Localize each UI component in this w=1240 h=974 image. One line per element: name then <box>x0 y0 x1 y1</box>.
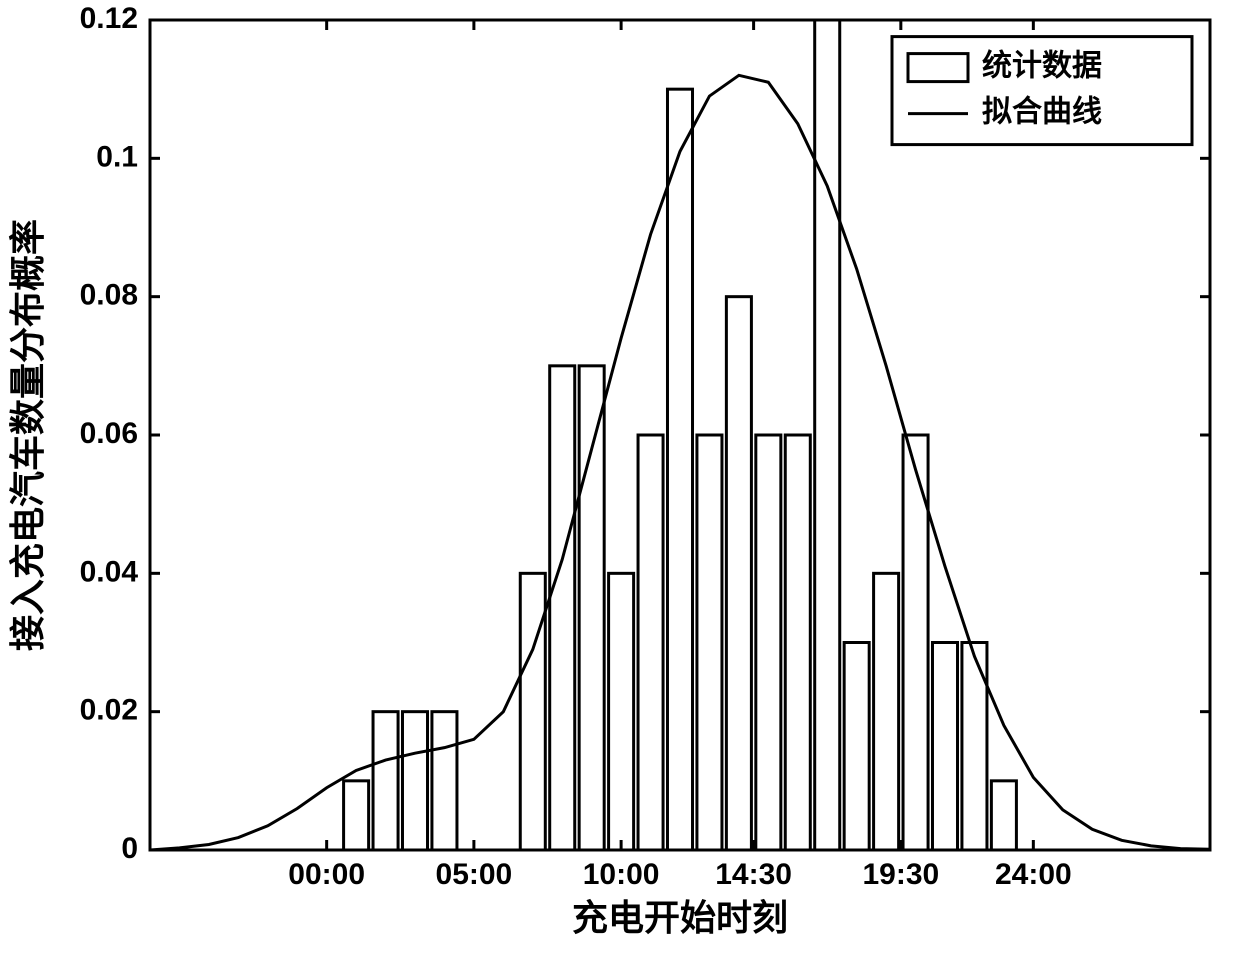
legend-label: 拟合曲线 <box>982 95 1102 129</box>
bar <box>609 573 634 850</box>
xtick-label: 00:00 <box>288 858 365 891</box>
bar <box>402 712 427 850</box>
legend-swatch-box <box>908 54 968 82</box>
bar <box>373 712 398 850</box>
bar <box>520 573 545 850</box>
xtick-label: 10:00 <box>583 858 660 891</box>
bar <box>726 297 751 850</box>
bar <box>991 781 1016 850</box>
xtick-label: 24:00 <box>995 858 1072 891</box>
ytick-label: 0.04 <box>80 555 139 588</box>
ytick-label: 0.06 <box>80 417 138 450</box>
ytick-label: 0 <box>121 832 138 865</box>
bar <box>432 712 457 850</box>
ytick-label: 0.12 <box>80 2 138 35</box>
xtick-label: 19:30 <box>862 858 939 891</box>
bar <box>344 781 369 850</box>
bar <box>756 435 781 850</box>
ytick-label: 0.02 <box>80 694 138 727</box>
bar <box>844 643 869 851</box>
bar <box>697 435 722 850</box>
bar <box>874 573 899 850</box>
ytick-label: 0.1 <box>96 140 138 173</box>
bar <box>785 435 810 850</box>
bar <box>932 643 957 851</box>
xlabel: 充电开始时刻 <box>572 897 788 938</box>
xtick-label: 14:30 <box>715 858 792 891</box>
bar <box>579 366 604 850</box>
bar <box>667 89 692 850</box>
ylabel: 接入充电汽车数量分布概率 <box>7 219 48 651</box>
bar <box>550 366 575 850</box>
bar <box>638 435 663 850</box>
bar <box>815 0 840 850</box>
legend-label: 统计数据 <box>982 49 1102 83</box>
xtick-label: 05:00 <box>436 858 513 891</box>
chart-svg: 0 0.02 0.04 0.06 0.08 0.1 0.12 00:00 05:00 10:00 1… <box>0 0 1240 974</box>
chart-container: 0 0.02 0.04 0.06 0.08 0.1 0.12 00:00 05:00 10:00 1… <box>0 0 1240 974</box>
ytick-label: 0.08 <box>80 279 138 312</box>
